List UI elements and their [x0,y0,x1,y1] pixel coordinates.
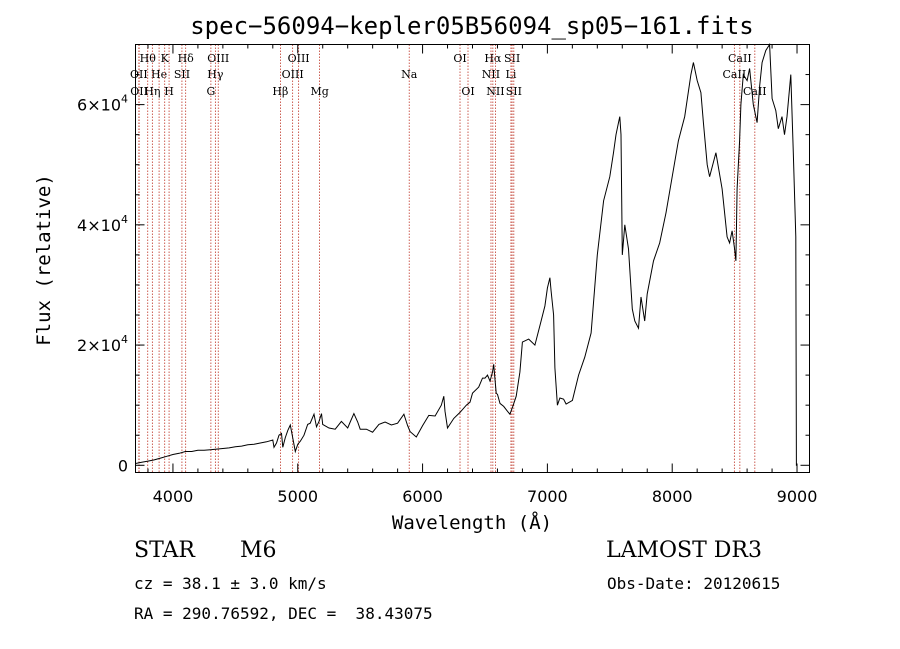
line-marker-label: G [206,85,215,98]
line-marker-label: H [164,85,174,98]
line-marker-label: SII [174,68,190,81]
line-marker-label: OIII [207,52,229,65]
x-tick-label: 7000 [527,487,568,506]
y-tick-label: 0 [118,456,128,475]
y-axis: 0 2×104 4×104 6×104 [77,74,810,475]
x-tick-label: 4000 [153,487,194,506]
line-marker-label: OIII [282,68,304,81]
plot-frame [135,44,810,473]
coordinates-text: RA = 290.76592, DEC = 38.43075 [134,604,433,623]
line-marker-label: Hδ [178,52,195,65]
line-marker-label: Na [401,68,418,81]
line-marker-label: He [151,68,167,81]
line-marker-label: Hβ [272,85,288,98]
series-layer [135,42,797,466]
obs-date-text: Obs-Date: 20120615 [607,574,781,593]
redshift-text: cz = 38.1 ± 3.0 km/s [134,574,327,593]
line-marker-label: K [161,52,170,65]
x-tick-label: 9000 [777,487,818,506]
x-tick-label: 5000 [277,487,318,506]
object-class: STAR [134,538,195,563]
x-tick-label: 8000 [652,487,693,506]
line-marker-label: Hη [144,85,160,98]
x-axis-label: Wavelength (Å) [392,511,552,534]
x-axis: 4000 5000 6000 7000 8000 9000 [147,44,818,506]
line-marker-label: CaII [728,52,752,65]
line-marker-label: Li [506,68,517,81]
line-marker-label: OI [461,85,474,98]
chart-title: spec−56094−kepler05B56094_sp05−161.fits [190,12,754,40]
y-tick-label: 4×104 [77,213,128,235]
line-marker-label: Hθ [140,52,157,65]
line-marker-label: SII [504,52,520,65]
line-markers: HθOIIOIIHeHηKHSIIHδOIIIHγGHβOIIIOIIIMgNa… [130,44,767,473]
line-marker-label: NII [482,68,500,81]
line-marker-label: OII [130,85,148,98]
line-marker-label: Hγ [207,68,224,81]
y-axis-label: Flux (relative) [33,174,55,346]
line-marker-label: Mg [310,85,328,98]
survey-name: LAMOST DR3 [606,538,762,563]
object-subclass: M6 [240,538,277,563]
x-tick-label: 6000 [402,487,443,506]
line-marker-label: CaII [743,85,767,98]
line-marker-label: OI [453,52,466,65]
line-marker-label: Hα [484,52,502,65]
y-tick-label: 2×104 [77,333,128,355]
spectrum-line [135,42,797,466]
line-marker-label: CaII [723,68,747,81]
line-marker-label: NII [486,85,504,98]
line-marker-label: SII [506,85,522,98]
y-tick-label: 6×104 [77,93,128,115]
line-marker-label: OIII [288,52,310,65]
